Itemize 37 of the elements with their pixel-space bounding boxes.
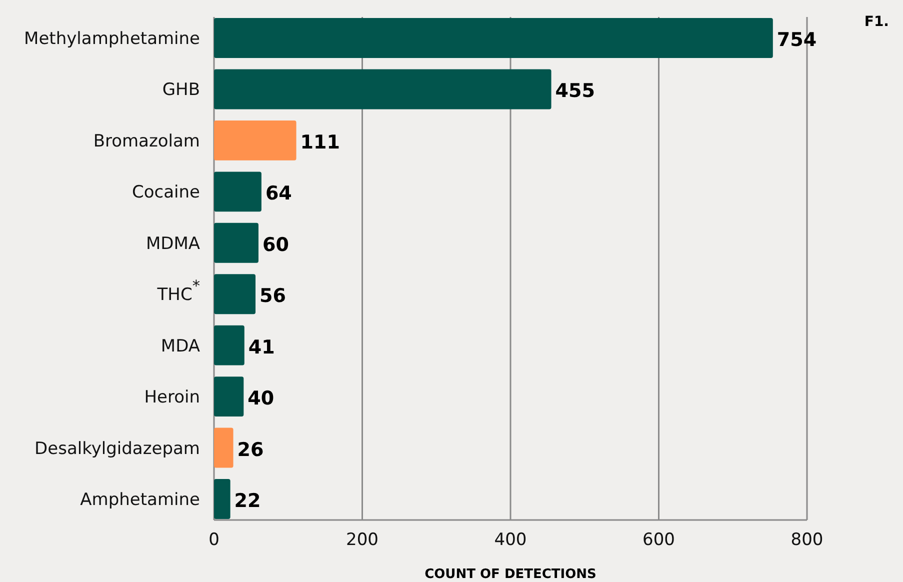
- bar: [214, 222, 258, 263]
- y-tick-label: Heroin: [144, 388, 200, 408]
- x-tick-label: 800: [790, 530, 824, 550]
- bar: [214, 69, 552, 110]
- y-tick-label: Cocaine: [132, 182, 200, 203]
- data-label: 111: [300, 131, 340, 154]
- y-tick-label: Methylamphetamine: [24, 29, 200, 49]
- text: F1.: [864, 14, 889, 30]
- bar: [214, 172, 262, 212]
- data-label: 754: [776, 29, 817, 51]
- data-label: 41: [248, 336, 275, 358]
- data-label: 40: [248, 388, 274, 410]
- data-label: 22: [234, 490, 261, 512]
- x-tick-label: 200: [346, 530, 378, 550]
- x-tick-label: 0: [208, 530, 220, 550]
- y-tick-label: Amphetamine: [80, 490, 200, 510]
- x-tick-label: 400: [494, 530, 527, 550]
- bar: [214, 18, 773, 58]
- data-label: 455: [555, 80, 595, 102]
- y-tick-label: GHB: [162, 80, 200, 100]
- bar: [214, 325, 244, 366]
- y-tick-label: THC$^{*}$: [156, 277, 200, 306]
- bar: [214, 428, 234, 468]
- y-tick-label: MDMA: [146, 234, 200, 254]
- data-label: 60: [262, 234, 289, 256]
- y-tick-label: Desalkylgidazepam: [34, 438, 200, 459]
- y-tick-label: MDA: [160, 336, 200, 356]
- x-axis-title: COUNT OF DETECTIONS: [424, 567, 596, 582]
- data-label: 56: [260, 285, 286, 308]
- bar: [214, 479, 230, 519]
- x-tick-label: 600: [642, 530, 675, 550]
- y-tick-label: Bromazolam: [93, 131, 200, 152]
- bar: [214, 274, 256, 314]
- bar: [214, 376, 244, 417]
- bar: [214, 120, 296, 160]
- data-label: 64: [265, 182, 292, 205]
- data-label: 26: [237, 438, 264, 461]
